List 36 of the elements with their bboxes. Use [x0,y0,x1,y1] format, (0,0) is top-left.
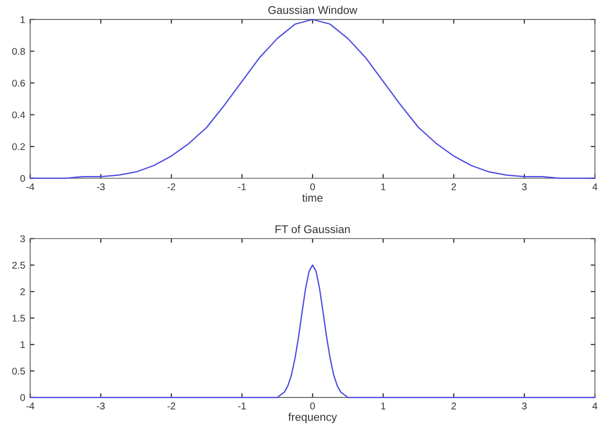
y-tick-label: 1 [20,341,25,348]
x-tick-label: -3 [96,402,105,410]
y-tick-label: 0 [20,174,25,182]
chart-title: Gaussian Window [268,6,358,14]
y-tick-label: 0.5 [12,368,25,375]
y-tick-label: 1.5 [12,314,25,322]
y-tick-label: 2 [20,288,25,296]
x-tick-label: 3 [522,402,527,410]
y-tick-label: 1 [20,16,25,23]
x-tick-label: -2 [167,402,176,410]
y-tick-label: 0.2 [12,143,25,150]
x-tick-label: 4 [592,183,598,190]
x-tick-label: 3 [522,183,527,190]
x-axis-title: time [302,194,323,202]
y-tick-label: 0.6 [12,80,25,87]
y-tick-label: 0.4 [12,111,26,118]
y-tick-label: 0 [20,394,25,402]
x-tick-label: 0 [310,183,315,190]
x-tick-label: -3 [96,183,105,190]
x-tick-label: 1 [381,402,386,410]
x-tick-label: -1 [238,183,246,190]
x-tick-label: 0 [310,402,315,410]
x-tick-label: 2 [452,402,456,410]
x-axis-title: frequency [288,412,337,424]
y-tick-label: 3 [20,235,25,242]
chart-title: FT of Gaussian [276,225,350,234]
x-tick-label: 2 [452,183,456,190]
x-tick-label: 1 [381,183,386,190]
x-tick-label: -2 [167,183,176,190]
y-tick-label: 2.5 [12,262,25,269]
x-tick-label: 4 [592,402,598,410]
x-tick-label: -1 [238,402,246,410]
y-tick-label: 0.8 [12,48,25,55]
x-tick-label: -4 [26,183,34,190]
line-series [30,18,596,179]
x-tick-label: -4 [26,402,34,410]
